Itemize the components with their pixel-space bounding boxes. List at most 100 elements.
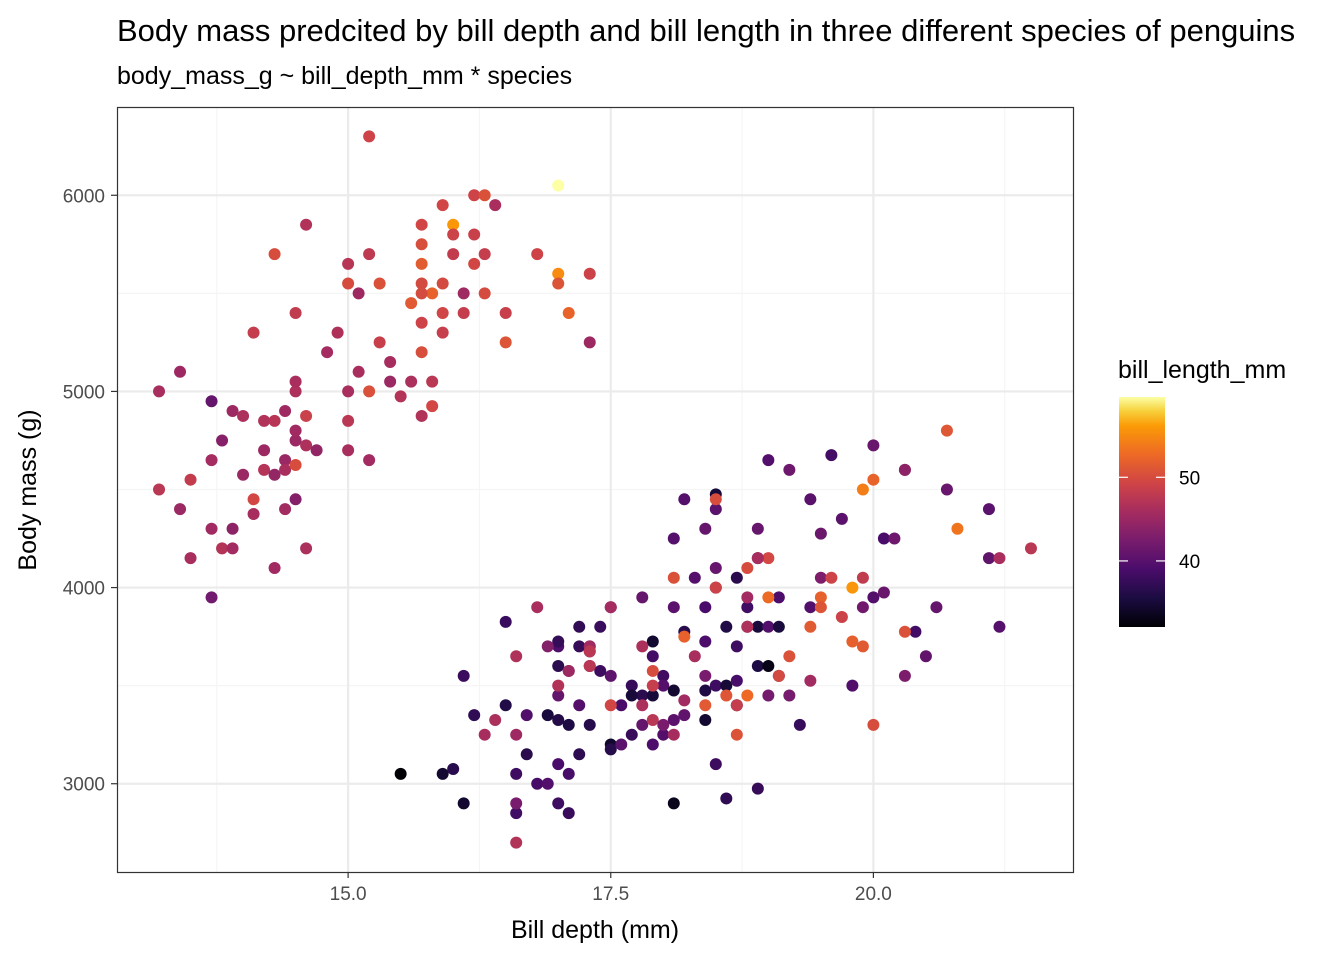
data-point [751, 660, 764, 673]
data-point [279, 463, 292, 476]
data-point [793, 718, 806, 731]
data-point [510, 797, 523, 810]
data-point [415, 287, 428, 300]
data-point [835, 512, 848, 525]
data-point [846, 635, 859, 648]
data-point [405, 375, 418, 388]
data-point [783, 689, 796, 702]
data-point [625, 689, 638, 702]
data-point [205, 591, 218, 604]
data-point [646, 679, 659, 692]
data-point [552, 277, 565, 290]
data-point [667, 713, 680, 726]
data-point [342, 277, 355, 290]
data-point [268, 561, 281, 574]
data-point [898, 669, 911, 682]
data-point [709, 503, 722, 516]
data-point [478, 287, 491, 300]
data-point [636, 718, 649, 731]
data-point [426, 287, 439, 300]
data-point [436, 306, 449, 319]
data-point [510, 767, 523, 780]
data-point [993, 620, 1006, 633]
data-point [699, 713, 712, 726]
data-point [457, 797, 470, 810]
data-point [457, 669, 470, 682]
data-point [352, 365, 365, 378]
data-point [216, 542, 229, 555]
data-point [468, 189, 481, 202]
data-point [657, 718, 670, 731]
data-point [447, 248, 460, 261]
data-point [415, 346, 428, 359]
data-point [583, 645, 596, 658]
data-point [205, 454, 218, 467]
y-axis: 3000 4000 5000 6000 [63, 186, 117, 796]
data-point [867, 718, 880, 731]
y-tick-label: 3000 [63, 775, 105, 796]
data-point [268, 468, 281, 481]
data-point [405, 297, 418, 310]
data-point [804, 674, 817, 687]
data-point [352, 287, 365, 300]
data-point [436, 199, 449, 212]
data-point [436, 767, 449, 780]
data-point [342, 385, 355, 398]
data-point [363, 454, 376, 467]
data-point [573, 620, 586, 633]
data-point [205, 395, 218, 408]
data-point [247, 326, 260, 339]
data-point [363, 248, 376, 261]
data-point [363, 385, 376, 398]
data-point [447, 763, 460, 776]
data-point [573, 699, 586, 712]
data-point [667, 728, 680, 741]
data-point [825, 571, 838, 584]
data-point [289, 424, 302, 437]
data-point [510, 728, 523, 741]
data-point [363, 130, 376, 143]
data-point [258, 463, 271, 476]
grid-lines [117, 107, 1073, 872]
data-point [415, 238, 428, 251]
data-point [625, 728, 638, 741]
data-point [520, 709, 533, 722]
data-point [583, 660, 596, 673]
data-point [930, 601, 943, 614]
legend-ticks: 40 50 [1119, 468, 1200, 573]
data-point [436, 326, 449, 339]
data-point [541, 777, 554, 790]
data-point [646, 689, 659, 702]
data-point [835, 611, 848, 623]
data-point [562, 664, 575, 677]
data-point [604, 699, 617, 712]
data-point [709, 561, 722, 574]
data-point [342, 257, 355, 270]
data-point [867, 591, 880, 604]
data-point [583, 267, 596, 280]
data-point [541, 640, 554, 653]
data-point [289, 434, 302, 447]
data-point [730, 699, 743, 712]
x-tick-label: 20.0 [855, 884, 892, 905]
data-point [415, 316, 428, 329]
data-point [825, 449, 838, 462]
data-point [384, 356, 397, 368]
data-point [699, 601, 712, 614]
data-point [541, 709, 554, 722]
data-point [667, 684, 680, 697]
data-point [667, 601, 680, 614]
data-point [289, 493, 302, 506]
data-point [447, 218, 460, 231]
data-point [247, 508, 260, 521]
data-point [636, 699, 649, 712]
data-point [531, 248, 544, 261]
data-point [646, 650, 659, 663]
x-axis: 15.0 17.5 20.0 [330, 872, 892, 905]
data-point [184, 473, 197, 486]
data-point [762, 620, 775, 633]
legend-tick-label: 40 [1179, 552, 1200, 573]
data-point [856, 601, 869, 614]
data-point [657, 679, 670, 692]
